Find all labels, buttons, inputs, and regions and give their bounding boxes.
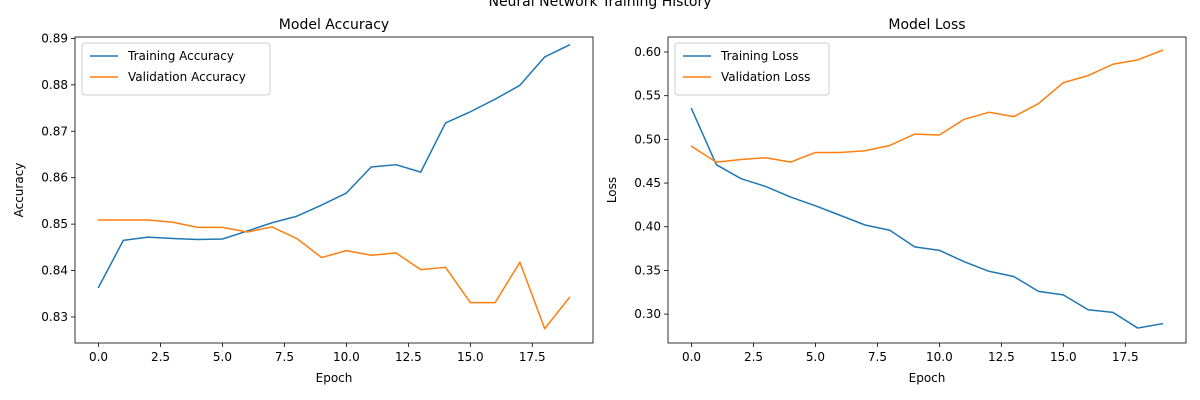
y-tick-label: 0.50 <box>634 132 661 146</box>
x-tick-label: 17.5 <box>519 350 546 364</box>
accuracy-series-group <box>97 43 571 330</box>
accuracy-plot-frame <box>74 36 594 344</box>
legend-frame <box>674 42 830 96</box>
x-tick-label: 5.0 <box>806 350 825 364</box>
x-tick-label: 5.0 <box>213 350 232 364</box>
accuracy-y-axis-label: Accuracy <box>12 163 26 218</box>
x-tick-label: 15.0 <box>1050 350 1077 364</box>
legend-label: Validation Loss <box>721 70 810 84</box>
x-tick-label: 7.5 <box>275 350 294 364</box>
loss-series-group <box>690 49 1164 329</box>
y-tick-label: 0.60 <box>634 45 661 59</box>
x-tick-label: 12.5 <box>395 350 422 364</box>
y-tick-label: 0.55 <box>634 89 661 103</box>
x-tick-label: 10.0 <box>926 350 953 364</box>
y-tick-label: 0.40 <box>634 220 661 234</box>
x-tick-label: 7.5 <box>868 350 887 364</box>
x-tick-label: 2.5 <box>151 350 170 364</box>
accuracy-chart: Model Accuracy 0.0 2.5 5.0 7.5 10.0 12.5 15.0 17… <box>12 17 594 385</box>
loss-y-axis-label: Loss <box>605 177 619 203</box>
accuracy-legend: Training Accuracy Validation Accuracy <box>81 42 271 96</box>
x-tick-label: 0.0 <box>682 350 701 364</box>
training-accuracy-line <box>97 43 571 289</box>
y-tick-label: 0.84 <box>41 264 68 278</box>
x-tick-label: 12.5 <box>988 350 1015 364</box>
y-tick-label: 0.87 <box>41 124 68 138</box>
y-tick-label: 0.85 <box>41 217 68 231</box>
loss-plot-frame <box>667 36 1187 344</box>
legend-label: Training Loss <box>720 49 798 63</box>
legend-label: Validation Accuracy <box>128 70 246 84</box>
y-tick-label: 0.35 <box>634 263 661 277</box>
figure-suptitle: Neural Network Training History <box>488 0 711 10</box>
validation-accuracy-line <box>97 219 571 330</box>
loss-title: Model Loss <box>888 17 965 33</box>
legend-frame <box>81 42 271 96</box>
x-tick-label: 0.0 <box>89 350 108 364</box>
loss-legend: Training Loss Validation Loss <box>674 42 830 96</box>
x-tick-label: 15.0 <box>457 350 484 364</box>
x-tick-label: 2.5 <box>744 350 763 364</box>
accuracy-title: Model Accuracy <box>279 17 389 33</box>
y-tick-label: 0.86 <box>41 171 68 185</box>
y-tick-label: 0.45 <box>634 176 661 190</box>
y-tick-label: 0.88 <box>41 78 68 92</box>
loss-x-axis-label: Epoch <box>909 371 946 385</box>
x-tick-label: 17.5 <box>1112 350 1139 364</box>
y-tick-label: 0.30 <box>634 307 661 321</box>
x-tick-label: 10.0 <box>333 350 360 364</box>
accuracy-x-axis-label: Epoch <box>316 371 353 385</box>
loss-chart: Model Loss 0.0 2.5 5.0 7.5 10.0 12.5 15.0 17.5 0.… <box>605 17 1187 385</box>
y-tick-label: 0.89 <box>41 31 68 45</box>
y-tick-label: 0.83 <box>41 310 68 324</box>
validation-loss-line <box>690 49 1164 163</box>
legend-label: Training Accuracy <box>127 49 234 63</box>
training-loss-line <box>690 107 1164 329</box>
